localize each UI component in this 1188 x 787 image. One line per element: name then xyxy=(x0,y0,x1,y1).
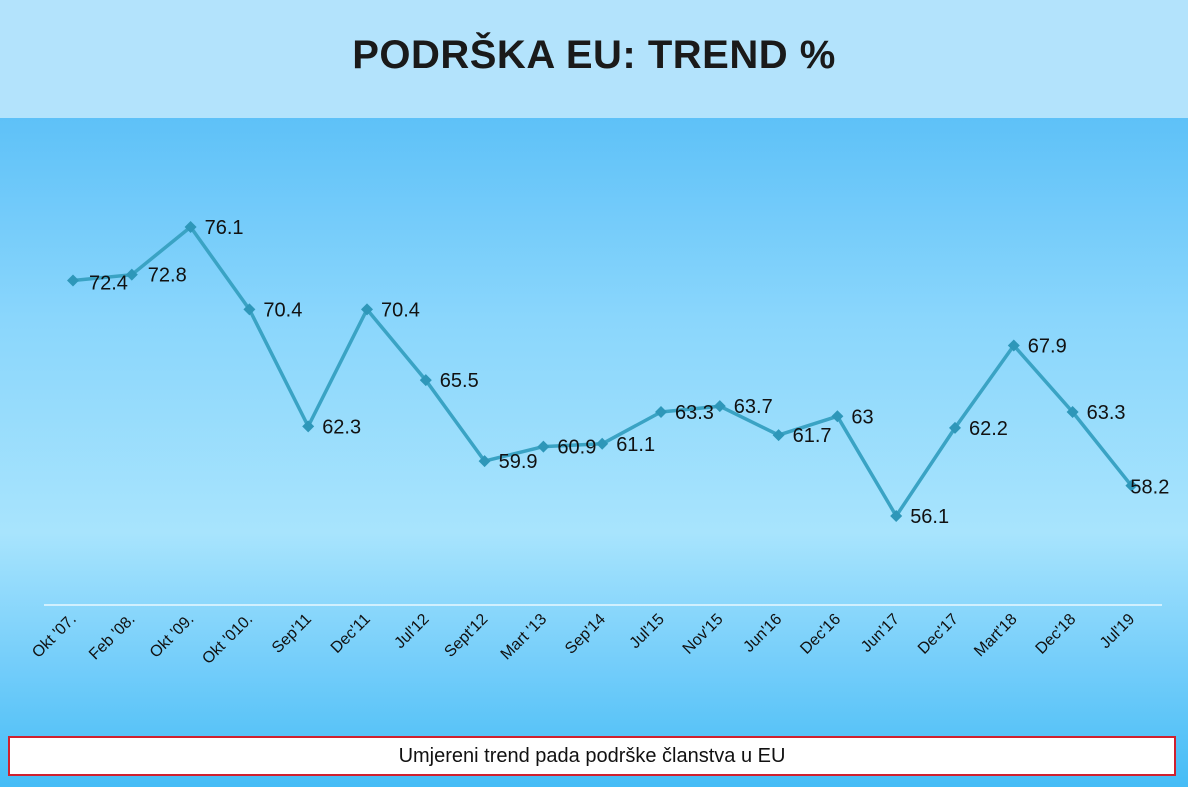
x-tick-label: Jul'15 xyxy=(627,611,668,652)
x-tick-label: Okt '09. xyxy=(147,611,198,662)
data-label: 63 xyxy=(851,406,873,428)
x-tick-label: Sep'14 xyxy=(562,611,609,658)
x-tick-label: Okt '07. xyxy=(29,611,80,662)
x-tick-label: Mart'18 xyxy=(971,611,1020,660)
plot-area xyxy=(0,118,1188,787)
caption-box: Umjereni trend pada podrške članstva u E… xyxy=(8,736,1176,776)
data-point-marker xyxy=(655,405,667,418)
data-point-marker xyxy=(713,400,726,413)
data-labels: 72.4 72.8 76.1 70.4 62.3 70.4 65.5 59.9 60.9 61.1… xyxy=(89,217,1169,528)
x-tick-label: Jun'16 xyxy=(740,611,785,656)
caption-text: Umjereni trend pada podrške članstva u E… xyxy=(398,744,786,767)
x-tick-label: Mart '13 xyxy=(498,611,551,664)
data-label: 63.7 xyxy=(734,396,773,418)
data-point-marker xyxy=(67,274,79,287)
data-point-marker xyxy=(125,268,138,281)
data-point-marker xyxy=(772,429,785,442)
x-tick-label: Dec'16 xyxy=(797,611,844,658)
data-point-marker xyxy=(243,303,256,316)
data-label: 61.7 xyxy=(793,425,832,447)
data-point-marker xyxy=(302,420,315,433)
data-point-marker xyxy=(361,303,373,316)
chart-title: PODRŠKA EU: TREND % xyxy=(352,32,836,77)
x-tick-label: Sept'12 xyxy=(441,611,491,661)
x-tick-label: Dec'17 xyxy=(915,611,962,658)
data-point-marker xyxy=(1066,405,1079,418)
data-label: 67.9 xyxy=(1028,335,1067,357)
data-label: 59.9 xyxy=(499,451,538,473)
data-point-marker xyxy=(478,455,491,468)
x-tick-labels: Okt '07. Feb '08. Okt '09. Okt '010. Sep'11 D… xyxy=(29,611,1138,668)
data-label: 63.3 xyxy=(675,402,714,424)
data-label: 76.1 xyxy=(205,217,244,239)
data-label: 65.5 xyxy=(440,370,479,392)
data-label: 72.8 xyxy=(148,265,187,287)
x-tick-label: Nov'15 xyxy=(680,611,727,658)
data-point-marker xyxy=(537,440,550,453)
data-point-marker xyxy=(949,421,961,434)
x-tick-label: Feb '08. xyxy=(86,611,139,664)
x-tick-label: Okt '010. xyxy=(199,611,256,668)
data-point-marker xyxy=(419,374,432,387)
data-point-marker xyxy=(596,437,609,450)
data-label: 72.4 xyxy=(89,272,128,294)
series-line xyxy=(72,225,1133,518)
x-tick-label: Jul'12 xyxy=(391,611,432,652)
x-tick-label: Dec'18 xyxy=(1033,611,1080,658)
data-label: 62.2 xyxy=(969,418,1008,440)
x-tick-label: Sep'11 xyxy=(269,611,315,657)
data-point-marker xyxy=(890,510,903,522)
data-point-marker xyxy=(184,221,197,233)
data-point-marker xyxy=(1007,339,1020,352)
data-label: 62.3 xyxy=(322,416,361,438)
data-label: 70.4 xyxy=(263,299,302,321)
data-point-marker xyxy=(1125,479,1138,492)
x-tick-label: Jul'19 xyxy=(1097,611,1138,652)
title-bar: PODRŠKA EU: TREND % xyxy=(0,0,1188,118)
data-point-marker xyxy=(831,410,844,423)
x-tick-label: Jun'17 xyxy=(858,611,903,656)
x-tick-label: Dec'11 xyxy=(328,611,374,657)
data-markers xyxy=(67,221,1138,522)
data-label: 70.4 xyxy=(381,299,420,321)
data-label: 63.3 xyxy=(1087,402,1126,424)
data-label: 58.2 xyxy=(1130,477,1169,499)
data-label: 60.9 xyxy=(557,437,596,459)
data-label: 56.1 xyxy=(910,506,949,528)
data-label: 61.1 xyxy=(616,434,655,456)
